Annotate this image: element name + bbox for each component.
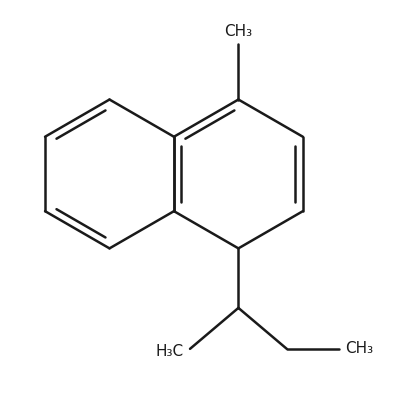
Text: CH₃: CH₃	[224, 24, 252, 39]
Text: CH₃: CH₃	[345, 341, 373, 356]
Text: H₃C: H₃C	[156, 344, 184, 359]
